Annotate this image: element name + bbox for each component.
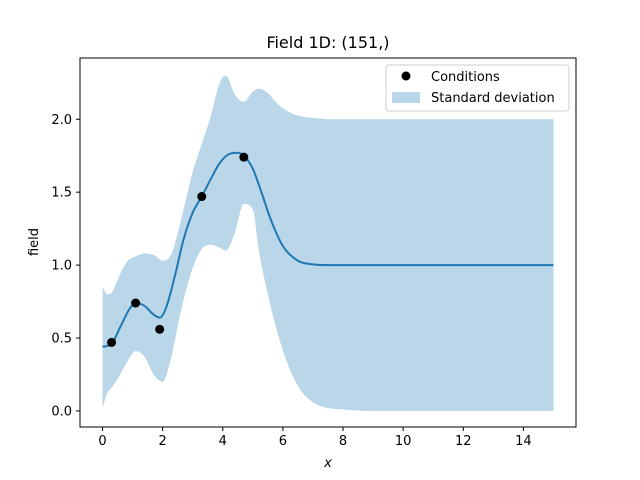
legend: Conditions Standard deviation [385, 64, 570, 112]
mean-line [102, 151, 554, 348]
x-tick-label: 8 [339, 434, 347, 449]
y-axis-label: field [27, 228, 42, 256]
x-axis-ticks: 0 2 4 6 8 10 12 14 [98, 427, 532, 449]
x-tick-label: 10 [395, 434, 412, 449]
condition-point [131, 298, 141, 308]
condition-point [107, 337, 117, 347]
condition-points [107, 152, 249, 347]
condition-point [197, 192, 207, 202]
x-tick-label: 0 [98, 434, 106, 449]
x-tick-label: 4 [219, 434, 227, 449]
legend-std-label: Standard deviation [431, 91, 555, 106]
condition-point [155, 324, 165, 334]
x-tick-label: 12 [455, 434, 472, 449]
x-axis-label: x [323, 456, 332, 471]
x-tick-label: 6 [279, 434, 287, 449]
chart-title: Field 1D: (151,) [266, 33, 389, 52]
condition-point [239, 152, 249, 162]
y-tick-label: 2.0 [51, 113, 72, 128]
y-tick-label: 0.5 [51, 332, 72, 347]
y-tick-label: 1.0 [51, 259, 72, 274]
axes-frame [79, 57, 577, 428]
legend-box [385, 64, 570, 112]
std-deviation-band [102, 75, 554, 411]
legend-conditions-marker [401, 71, 411, 81]
x-tick-label: 2 [159, 434, 167, 449]
x-tick-label: 14 [515, 434, 532, 449]
plot-area [102, 75, 554, 411]
legend-std-swatch [392, 92, 420, 103]
y-axis-ticks: 0.0 0.5 1.0 1.5 2.0 [51, 113, 80, 419]
y-tick-label: 1.5 [51, 186, 72, 201]
y-tick-label: 0.0 [51, 404, 72, 419]
legend-conditions-label: Conditions [431, 70, 500, 85]
